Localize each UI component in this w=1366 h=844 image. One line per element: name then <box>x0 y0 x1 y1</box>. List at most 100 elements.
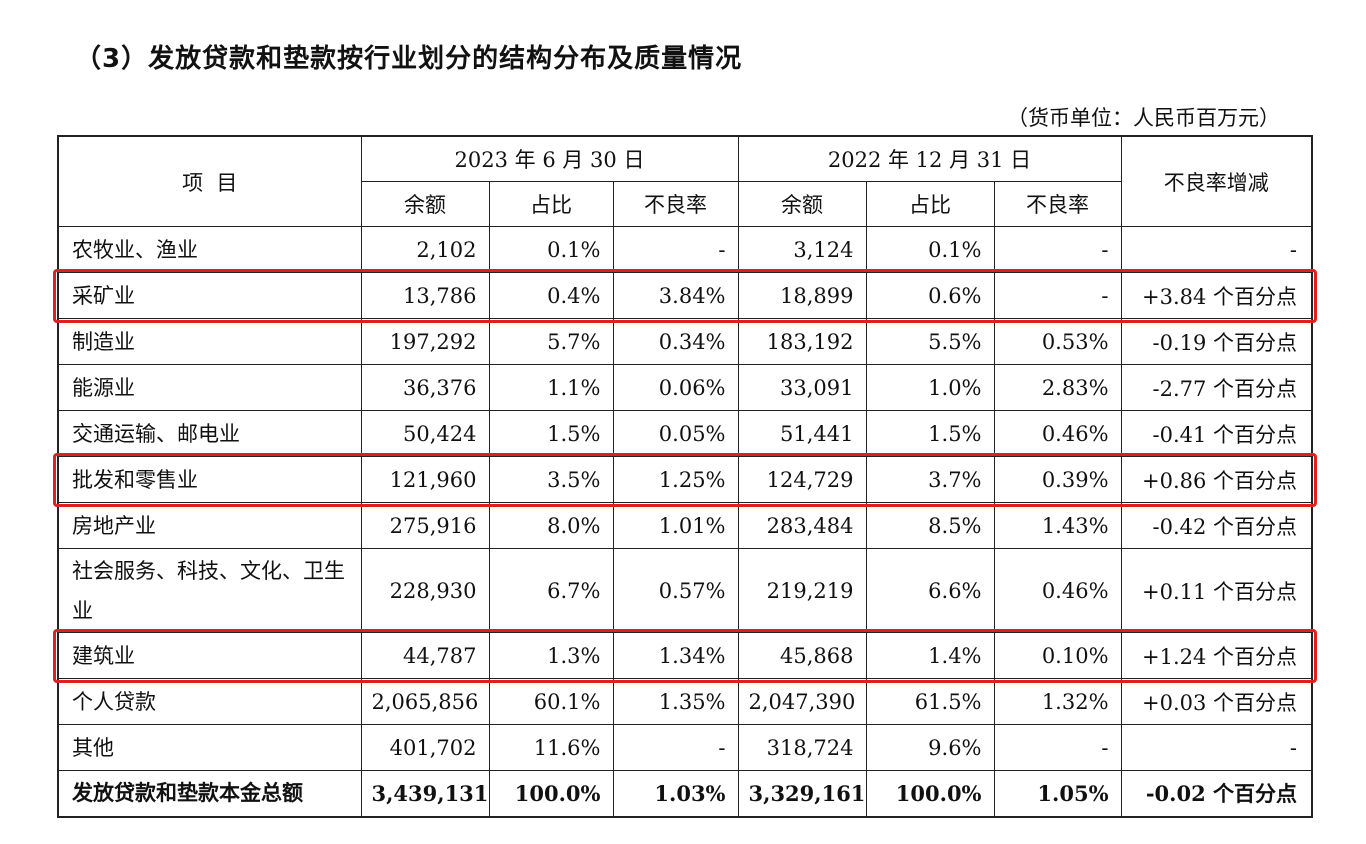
cell-share-2022: 0.1% <box>865 226 995 273</box>
cell-npl-2022: 1.05% <box>993 770 1122 817</box>
header-item: 项 目 <box>57 135 362 227</box>
row-item-name: 个人贷款 <box>57 678 362 725</box>
cell-npl-2023: 1.34% <box>612 632 739 679</box>
table-row: 社会服务、科技、文化、卫生业 228,930 6.7% 0.57% 219,219 6.6… <box>57 548 1313 633</box>
cell-share-2023: 6.7% <box>488 548 614 633</box>
cell-share-2023: 11.6% <box>488 724 614 771</box>
cell-share-2023: 1.3% <box>488 632 614 679</box>
cell-npl-change: +1.24 个百分点 <box>1120 632 1313 679</box>
table-row: 交通运输、邮电业 50,424 1.5% 0.05% 51,441 1.5% 0.46% -0… <box>57 410 1313 457</box>
cell-balance-2023: 228,930 <box>360 548 490 633</box>
table-row: 其他 401,702 11.6% -318,724 9.6% - - <box>57 724 1313 771</box>
header-balance: 余额 <box>360 181 490 227</box>
cell-share-2023: 60.1% <box>488 678 614 725</box>
row-item-name: 发放贷款和垫款本金总额 <box>57 770 362 817</box>
cell-share-2022: 1.5% <box>865 410 995 457</box>
table-row: 农牧业、渔业 2,102 0.1% -3,124 0.1% - - <box>57 226 1313 273</box>
header-period-2023: 2023 年 6 月 30 日 <box>360 135 739 182</box>
cell-balance-2023: 36,376 <box>360 364 490 411</box>
row-item-name: 制造业 <box>57 318 362 365</box>
cell-npl-change: +0.03 个百分点 <box>1120 678 1313 725</box>
cell-npl-change: +0.86 个百分点 <box>1120 456 1313 503</box>
cell-share-2023: 1.1% <box>488 364 614 411</box>
cell-npl-2022: - <box>993 724 1122 771</box>
cell-npl-2022: - <box>993 272 1122 319</box>
loan-industry-table: 项 目 2023 年 6 月 30 日 2022 年 12 月 31 日 不良率… <box>57 135 1314 818</box>
cell-balance-2022: 51,441 <box>737 410 867 457</box>
table-row-total: 发放贷款和垫款本金总额 3,439,131 100.0% 1.03% 3,329,161… <box>57 770 1313 817</box>
cell-share-2022: 0.6% <box>865 272 995 319</box>
cell-balance-2023: 44,787 <box>360 632 490 679</box>
row-item-name: 建筑业 <box>57 632 362 679</box>
cell-share-2023: 5.7% <box>488 318 614 365</box>
header-share: 占比 <box>488 181 614 227</box>
cell-balance-2022: 318,724 <box>737 724 867 771</box>
row-item-name: 批发和零售业 <box>57 456 362 503</box>
cell-npl-2023: 3.84% <box>612 272 739 319</box>
row-item-name: 其他 <box>57 724 362 771</box>
cell-balance-2022: 183,192 <box>737 318 867 365</box>
cell-npl-2022: - <box>993 226 1122 273</box>
cell-share-2023: 0.1% <box>488 226 614 273</box>
cell-share-2023: 8.0% <box>488 502 614 549</box>
cell-npl-change: -0.42 个百分点 <box>1120 502 1313 549</box>
cell-npl-2023: 0.57% <box>612 548 739 633</box>
header-period-2022: 2022 年 12 月 31 日 <box>737 135 1122 182</box>
cell-balance-2023: 13,786 <box>360 272 490 319</box>
cell-balance-2023: 50,424 <box>360 410 490 457</box>
cell-balance-2022: 33,091 <box>737 364 867 411</box>
cell-npl-change: -0.41 个百分点 <box>1120 410 1313 457</box>
cell-share-2023: 3.5% <box>488 456 614 503</box>
cell-balance-2023: 2,102 <box>360 226 490 273</box>
cell-share-2022: 8.5% <box>865 502 995 549</box>
header-share: 占比 <box>865 181 995 227</box>
cell-balance-2022: 45,868 <box>737 632 867 679</box>
table-row: 个人贷款 2,065,856 60.1% 1.35% 2,047,390 61.5% 1.3… <box>57 678 1313 725</box>
cell-npl-change: -0.19 个百分点 <box>1120 318 1313 365</box>
row-item-name: 农牧业、渔业 <box>57 226 362 273</box>
cell-npl-2022: 0.10% <box>993 632 1122 679</box>
cell-npl-change: - <box>1120 724 1313 771</box>
cell-npl-2023: 0.05% <box>612 410 739 457</box>
cell-npl-2023: 1.25% <box>612 456 739 503</box>
cell-balance-2023: 3,439,131 <box>360 770 490 817</box>
cell-npl-2023: - <box>612 724 739 771</box>
cell-npl-2022: 1.32% <box>993 678 1122 725</box>
cell-npl-2023: 1.01% <box>612 502 739 549</box>
cell-balance-2022: 219,219 <box>737 548 867 633</box>
header-npl-ratio: 不良率 <box>612 181 739 227</box>
cell-balance-2023: 121,960 <box>360 456 490 503</box>
cell-balance-2022: 3,329,161 <box>737 770 867 817</box>
cell-npl-2022: 0.46% <box>993 410 1122 457</box>
cell-npl-change: -0.02 个百分点 <box>1120 770 1313 817</box>
header-balance: 余额 <box>737 181 867 227</box>
cell-share-2022: 100.0% <box>865 770 995 817</box>
cell-share-2023: 100.0% <box>488 770 614 817</box>
cell-balance-2022: 283,484 <box>737 502 867 549</box>
section-title: （3）发放贷款和垫款按行业划分的结构分布及质量情况 <box>75 44 743 74</box>
cell-balance-2022: 2,047,390 <box>737 678 867 725</box>
cell-npl-2023: 0.34% <box>612 318 739 365</box>
table-row: 能源业 36,376 1.1% 0.06% 33,091 1.0% 2.83% -2.77 个… <box>57 364 1313 411</box>
cell-npl-change: - <box>1120 226 1313 273</box>
cell-npl-2023: 1.03% <box>612 770 739 817</box>
cell-share-2023: 0.4% <box>488 272 614 319</box>
row-item-name: 能源业 <box>57 364 362 411</box>
cell-share-2022: 61.5% <box>865 678 995 725</box>
cell-share-2022: 5.5% <box>865 318 995 365</box>
cell-npl-2022: 0.46% <box>993 548 1122 633</box>
cell-npl-2023: - <box>612 226 739 273</box>
cell-balance-2023: 197,292 <box>360 318 490 365</box>
cell-npl-change: -2.77 个百分点 <box>1120 364 1313 411</box>
currency-unit-note: （货币单位：人民币百万元） <box>1007 106 1280 130</box>
cell-npl-2023: 1.35% <box>612 678 739 725</box>
table-row: 批发和零售业 121,960 3.5% 1.25% 124,729 3.7% 0.39% +0… <box>57 456 1313 503</box>
cell-npl-change: +0.11 个百分点 <box>1120 548 1313 633</box>
cell-balance-2022: 18,899 <box>737 272 867 319</box>
cell-npl-2022: 2.83% <box>993 364 1122 411</box>
cell-share-2022: 1.4% <box>865 632 995 679</box>
row-item-name: 房地产业 <box>57 502 362 549</box>
header-npl-ratio: 不良率 <box>993 181 1122 227</box>
cell-npl-2022: 0.53% <box>993 318 1122 365</box>
row-item-name: 社会服务、科技、文化、卫生业 <box>57 548 362 633</box>
